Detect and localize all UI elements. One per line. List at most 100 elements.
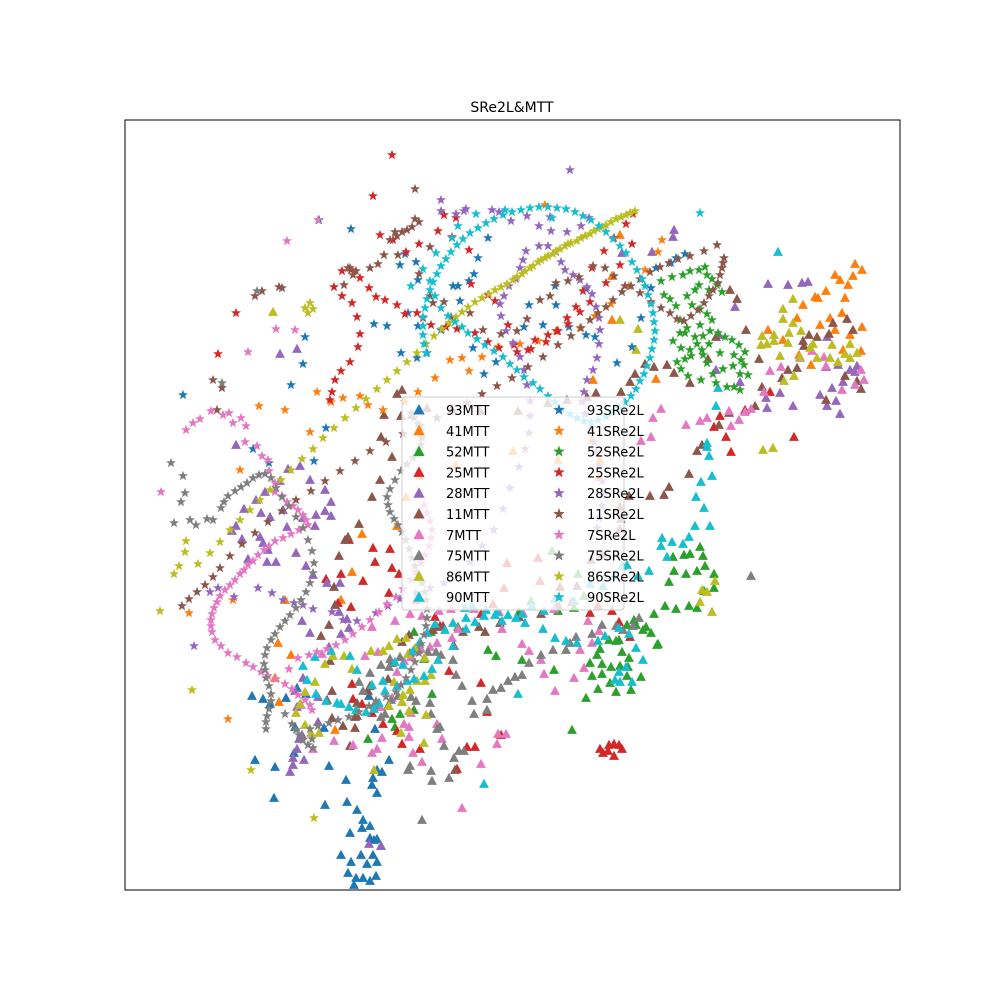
point-52SRe2L xyxy=(686,350,696,361)
point-7SRe2L xyxy=(348,628,358,639)
point-90SRe2L xyxy=(436,260,446,271)
point-7SRe2L xyxy=(305,699,315,710)
point-93MTT xyxy=(341,774,351,784)
point-75SRe2L xyxy=(391,686,401,697)
point-28SRe2L xyxy=(267,587,277,598)
point-28SRe2L xyxy=(584,212,594,223)
point-86MTT xyxy=(369,764,379,774)
point-75MTT xyxy=(354,676,364,686)
point-11SRe2L xyxy=(177,600,187,611)
point-86SRe2L xyxy=(551,245,561,256)
point-25MTT xyxy=(444,665,454,675)
point-90SRe2L xyxy=(428,276,438,287)
point-93SRe2L xyxy=(468,342,478,353)
point-75SRe2L xyxy=(393,519,403,530)
point-11SRe2L xyxy=(414,216,424,227)
point-52MTT xyxy=(593,683,603,693)
point-7SRe2L xyxy=(293,652,303,663)
point-7MTT xyxy=(360,650,370,660)
point-25MTT xyxy=(617,743,627,753)
point-11SRe2L xyxy=(645,266,655,277)
point-90SRe2L xyxy=(535,383,545,394)
point-11MTT xyxy=(352,697,362,707)
point-52MTT xyxy=(626,684,636,694)
point-11SRe2L xyxy=(348,269,358,280)
point-41MTT xyxy=(792,312,802,322)
point-93SRe2L xyxy=(382,320,392,331)
point-25SRe2L xyxy=(575,306,585,317)
point-93MTT xyxy=(377,766,387,776)
point-41MTT xyxy=(845,329,855,339)
point-90MTT xyxy=(479,610,489,620)
point-75SRe2L xyxy=(298,522,308,533)
point-11MTT xyxy=(616,386,626,396)
point-75SRe2L xyxy=(202,513,212,524)
series-75SRe2L xyxy=(166,285,432,753)
point-52SRe2L xyxy=(740,346,750,357)
point-7MTT xyxy=(476,758,486,768)
point-7MTT xyxy=(367,621,377,631)
point-28MTT xyxy=(761,392,771,402)
point-7SRe2L xyxy=(206,405,216,416)
point-28MTT xyxy=(334,606,344,616)
point-7MTT xyxy=(776,361,786,371)
point-7MTT xyxy=(636,435,646,445)
point-90MTT xyxy=(419,670,429,680)
point-75SRe2L xyxy=(383,499,393,510)
point-86MTT xyxy=(757,330,767,340)
point-90MTT xyxy=(361,706,371,716)
point-52SRe2L xyxy=(690,284,700,295)
point-52SRe2L xyxy=(698,349,708,360)
point-28MTT xyxy=(292,743,302,753)
point-52SRe2L xyxy=(659,289,669,300)
point-11MTT xyxy=(685,377,695,387)
point-86SRe2L xyxy=(246,764,256,775)
point-93MTT xyxy=(349,879,359,889)
point-52MTT xyxy=(387,713,397,723)
point-7MTT xyxy=(524,645,534,655)
point-28MTT xyxy=(311,509,321,519)
point-75MTT xyxy=(406,691,416,701)
point-86SRe2L xyxy=(265,484,275,495)
point-75SRe2L xyxy=(280,615,290,626)
point-93SRe2L xyxy=(473,252,483,263)
point-90MTT xyxy=(696,476,706,486)
point-90MTT xyxy=(773,246,783,256)
point-75MTT xyxy=(597,619,607,629)
legend-marker-7MTT xyxy=(413,528,425,540)
point-90MTT xyxy=(621,661,631,671)
point-11MTT xyxy=(330,599,340,609)
point-28MTT xyxy=(783,279,793,289)
point-7SRe2L xyxy=(301,514,311,525)
point-11MTT xyxy=(375,474,385,484)
point-86SRe2L xyxy=(540,252,550,263)
point-75MTT xyxy=(386,694,396,704)
point-86SRe2L xyxy=(235,514,245,525)
point-93SRe2L xyxy=(412,352,422,363)
point-7MTT xyxy=(856,364,866,374)
point-75SRe2L xyxy=(185,514,195,525)
point-41MTT xyxy=(651,373,661,383)
point-90SRe2L xyxy=(627,256,637,267)
point-90MTT xyxy=(440,624,450,634)
point-75MTT xyxy=(451,669,461,679)
point-75SRe2L xyxy=(254,469,264,480)
point-7SRe2L xyxy=(293,504,303,515)
point-52SRe2L xyxy=(729,349,739,360)
point-90MTT xyxy=(497,615,507,625)
point-86SRe2L xyxy=(463,301,473,312)
point-86SRe2L xyxy=(533,256,543,267)
point-90SRe2L xyxy=(528,377,538,388)
point-86SRe2L xyxy=(372,383,382,394)
point-7MTT xyxy=(536,654,546,664)
point-75MTT xyxy=(459,745,469,755)
point-28SRe2L xyxy=(588,364,598,375)
legend-marker-41MTT xyxy=(413,424,425,436)
point-28MTT xyxy=(292,343,302,353)
point-86MTT xyxy=(783,337,793,347)
point-11SRe2L xyxy=(535,294,545,305)
point-52SRe2L xyxy=(702,357,712,368)
point-7MTT xyxy=(517,638,527,648)
point-25SRe2L xyxy=(563,318,573,329)
legend-label-28SRe2L: 28SRe2L xyxy=(587,487,645,502)
